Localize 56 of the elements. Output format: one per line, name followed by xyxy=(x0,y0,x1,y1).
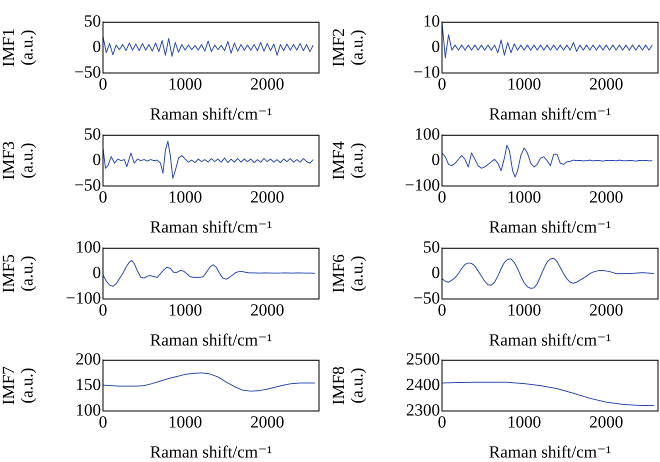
y-tick-label: 0 xyxy=(432,37,440,56)
x-tick-label: 2000 xyxy=(589,74,624,94)
y-tick-label: 50 xyxy=(423,238,440,257)
y-tick-label: −50 xyxy=(74,175,101,194)
y-tick-label: 100 xyxy=(414,124,440,144)
x-tick-label: 1000 xyxy=(507,74,542,94)
x-tick-label: 2000 xyxy=(250,412,284,432)
y-tick-label: 10 xyxy=(423,12,440,31)
y-axis-title: IMF4 (a.u.) xyxy=(328,140,367,180)
x-tick-label: 1000 xyxy=(507,412,542,432)
x-tick-label: 2000 xyxy=(589,412,624,432)
x-tick-label: 1000 xyxy=(168,188,202,207)
y-tick-label: 2500 xyxy=(406,350,440,369)
x-axis-title: Raman shift/cm⁻¹ xyxy=(150,104,272,124)
x-tick-label: 1000 xyxy=(168,300,202,320)
y-tick-label: −100 xyxy=(404,175,440,194)
y-tick-label: 0 xyxy=(92,37,101,56)
x-tick-label: 2000 xyxy=(250,300,284,320)
x-axis-title: Raman shift/cm⁻¹ xyxy=(150,330,272,350)
y-tick-label: 150 xyxy=(76,375,101,394)
x-tick-label: 2000 xyxy=(589,188,624,207)
y-tick-label: 0 xyxy=(432,150,440,170)
x-axis-title: Raman shift/cm⁻¹ xyxy=(150,442,272,462)
y-tick-label: −50 xyxy=(413,288,440,308)
y-tick-label: 50 xyxy=(84,12,101,31)
y-tick-label: 0 xyxy=(92,150,101,170)
x-tick-label: 2000 xyxy=(589,300,624,320)
y-axis-title: IMF3 (a.u.) xyxy=(0,141,37,180)
y-tick-label: 0 xyxy=(432,263,440,282)
y-tick-label: 200 xyxy=(76,350,101,369)
y-tick-label: −100 xyxy=(66,288,101,308)
y-tick-label: 0 xyxy=(92,263,101,282)
x-tick-label: 2000 xyxy=(250,188,284,207)
y-axis-title: IMF5 (a.u.) xyxy=(0,254,37,293)
y-tick-label: 100 xyxy=(76,238,101,257)
x-axis-title: Raman shift/cm⁻¹ xyxy=(488,104,612,124)
x-axis-title: Raman shift/cm⁻¹ xyxy=(150,217,272,236)
x-tick-label: 1000 xyxy=(507,300,542,320)
y-axis-title: IMF1 (a.u.) xyxy=(0,28,37,67)
y-axis-title: IMF7 (a.u.) xyxy=(0,366,37,405)
y-tick-label: 50 xyxy=(84,124,101,144)
x-axis-title: Raman shift/cm⁻¹ xyxy=(488,217,612,236)
y-axis-title: IMF2 (a.u.) xyxy=(328,28,367,67)
x-axis-title: Raman shift/cm⁻¹ xyxy=(488,330,612,350)
y-tick-label: 2300 xyxy=(406,400,440,420)
y-tick-label: −50 xyxy=(74,62,101,82)
x-tick-label: 1000 xyxy=(168,74,202,94)
y-tick-label: 2400 xyxy=(406,375,440,394)
y-tick-label: 100 xyxy=(76,400,101,420)
y-tick-label: −10 xyxy=(413,62,440,82)
x-tick-label: 1000 xyxy=(168,412,202,432)
x-axis-title: Raman shift/cm⁻¹ xyxy=(488,442,612,462)
y-axis-title: IMF6 (a.u.) xyxy=(328,254,367,293)
x-tick-label: 2000 xyxy=(250,74,284,94)
y-axis-title: IMF8 (a.u.) xyxy=(328,366,367,405)
x-tick-label: 1000 xyxy=(507,188,542,207)
